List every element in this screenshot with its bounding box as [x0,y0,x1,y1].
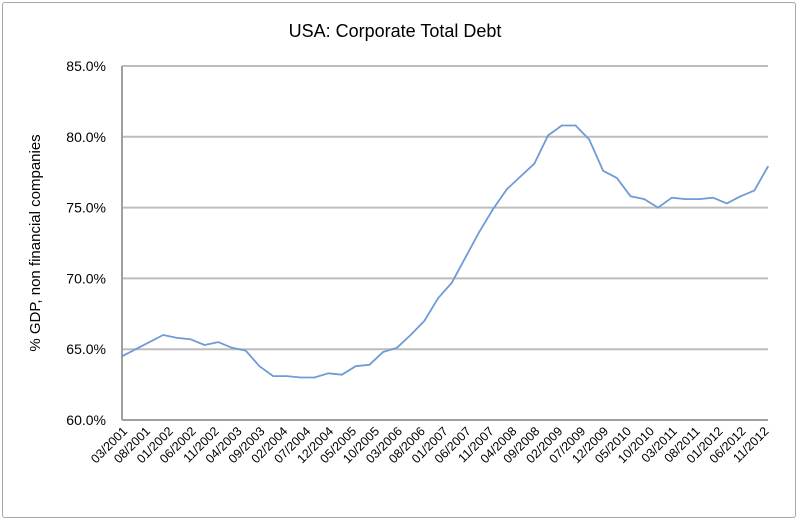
data-point [313,376,316,379]
y-tick-label: 85.0% [66,58,106,74]
data-point [217,341,220,343]
data-point [561,124,563,127]
data-point [272,375,274,377]
data-point [478,230,481,233]
data-point [354,365,357,367]
data-point [396,346,398,349]
data-point [189,338,192,341]
data-point [327,372,329,375]
data-point [148,341,151,343]
data-point [368,363,371,366]
data-point [203,344,206,346]
data-point [684,198,687,200]
chart-title: USA: Corporate Total Debt [289,21,502,41]
data-point [492,208,494,210]
data-point [657,206,659,209]
data-point [258,365,261,367]
data-point [670,196,673,199]
data-point [547,134,549,137]
data-point [231,346,233,349]
data-point [121,355,123,358]
data-point [725,202,728,205]
data-point [299,376,302,379]
y-axis-label: % GDP, non financial companies [27,134,44,351]
series-line [121,124,769,379]
data-point [341,373,343,376]
data-point [643,198,646,200]
data-point [712,196,714,199]
data-point [574,124,577,127]
data-point [616,177,618,179]
data-point [519,175,522,178]
data-point [382,351,384,353]
y-tick-label: 65.0% [66,341,106,357]
data-point [698,198,701,200]
y-tick-label: 80.0% [66,129,106,145]
data-point [767,165,769,168]
data-point [753,189,756,192]
data-point [506,188,508,190]
data-point [588,138,591,141]
data-point [629,195,632,198]
y-tick-label: 70.0% [66,270,106,286]
data-point [423,320,426,322]
data-point [162,334,165,336]
data-point [176,337,178,339]
data-point [286,375,288,377]
data-point [409,334,412,336]
data-point [602,169,604,172]
data-point [464,256,467,258]
data-point [739,195,742,198]
y-tick-label: 60.0% [66,412,106,428]
data-point [244,349,247,352]
data-point [533,162,536,165]
data-point [134,348,137,351]
data-point [451,281,453,284]
data-point [437,297,439,300]
y-tick-label: 75.0% [66,200,106,216]
